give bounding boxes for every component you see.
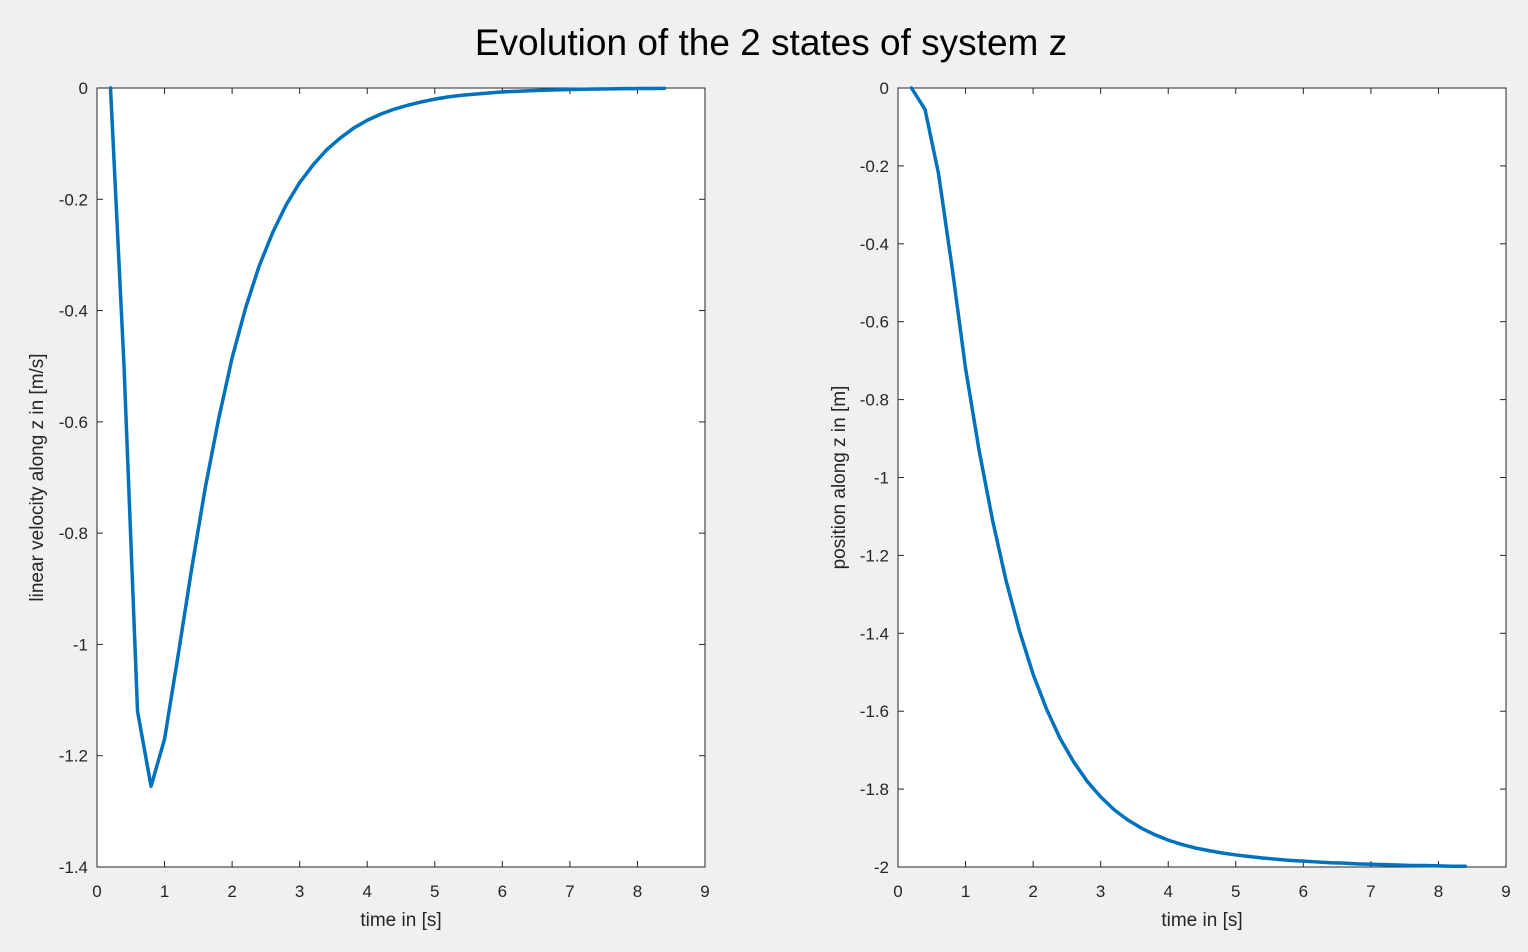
y-tick-label: -1.8 xyxy=(860,780,889,799)
x-tick-label: 1 xyxy=(961,882,970,901)
x-tick-label: 0 xyxy=(92,882,101,901)
x-tick-label: 6 xyxy=(498,882,507,901)
axes-background xyxy=(97,88,705,867)
axes-frame xyxy=(897,87,1507,868)
y-tick-label: -0.8 xyxy=(860,391,889,410)
y-tick-label: -1.2 xyxy=(59,747,88,766)
y-tick-label: -0.2 xyxy=(59,190,88,209)
y-tick-label: -1.6 xyxy=(860,702,889,721)
y-tick-label: -1.2 xyxy=(860,546,889,565)
figure-title: Evolution of the 2 states of system z xyxy=(475,22,1067,63)
axes-frame xyxy=(96,87,706,868)
x-tick-label: 2 xyxy=(227,882,236,901)
y-tick-label: -0.6 xyxy=(860,313,889,332)
y-tick-label: -1 xyxy=(874,469,889,488)
subplot-1: 0 1 2 3 4 5 6 7 8 9 -1.4 -1.2 -1 -0.8 -0.6 -0.4 -0.2 0 tim… xyxy=(27,79,710,931)
x-tick-label: 7 xyxy=(565,882,574,901)
x-tick-label: 8 xyxy=(633,882,642,901)
x-tick-label: 3 xyxy=(1096,882,1105,901)
x-tick-label: 4 xyxy=(362,882,371,901)
x-tick-label: 8 xyxy=(1434,882,1443,901)
y-axis-label: position along z in [m] xyxy=(829,386,850,570)
x-tick-label: 1 xyxy=(160,882,169,901)
x-tick-label: 9 xyxy=(700,882,709,901)
x-tick-label: 0 xyxy=(893,882,902,901)
series-line xyxy=(909,86,1468,868)
series-line xyxy=(108,86,667,789)
y-tick-label: -0.4 xyxy=(59,302,88,321)
x-tick-label: 7 xyxy=(1366,882,1375,901)
y-tick-label: -1 xyxy=(73,635,88,654)
x-tick-label: 6 xyxy=(1299,882,1308,901)
y-axis-label: linear velocity along z in [m/s] xyxy=(27,353,48,601)
y-tick-label: -0.6 xyxy=(59,413,88,432)
x-tick-label: 9 xyxy=(1501,882,1510,901)
x-tick-label: 3 xyxy=(295,882,304,901)
x-tick-label: 5 xyxy=(1231,882,1240,901)
y-tick-label: -0.8 xyxy=(59,524,88,543)
y-tick-label: 0 xyxy=(79,79,88,98)
axes-background xyxy=(898,88,1506,867)
y-tick-label: -2 xyxy=(874,858,889,877)
x-tick-label: 5 xyxy=(430,882,439,901)
y-tick-label: -0.2 xyxy=(860,157,889,176)
x-axis-label: time in [s] xyxy=(1161,910,1242,931)
subplot-2: 0 1 2 3 4 5 6 7 8 9 -2 -1.8 -1.6 -1.4 -1.2 -1 -0.8 -0.6 -0… xyxy=(829,79,1511,931)
x-tick-label: 4 xyxy=(1163,882,1172,901)
x-tick-label: 2 xyxy=(1028,882,1037,901)
chart-layer: 0 1 2 3 4 5 6 7 8 9 -1.4 -1.2 -1 -0.8 -0.6 -0.4 -0.2 0 tim… xyxy=(27,79,1511,931)
x-axis-label: time in [s] xyxy=(360,910,441,931)
y-tick-label: -1.4 xyxy=(59,858,88,877)
y-tick-label: 0 xyxy=(880,79,889,98)
y-tick-label: -0.4 xyxy=(860,235,889,254)
y-tick-label: -1.4 xyxy=(860,624,889,643)
